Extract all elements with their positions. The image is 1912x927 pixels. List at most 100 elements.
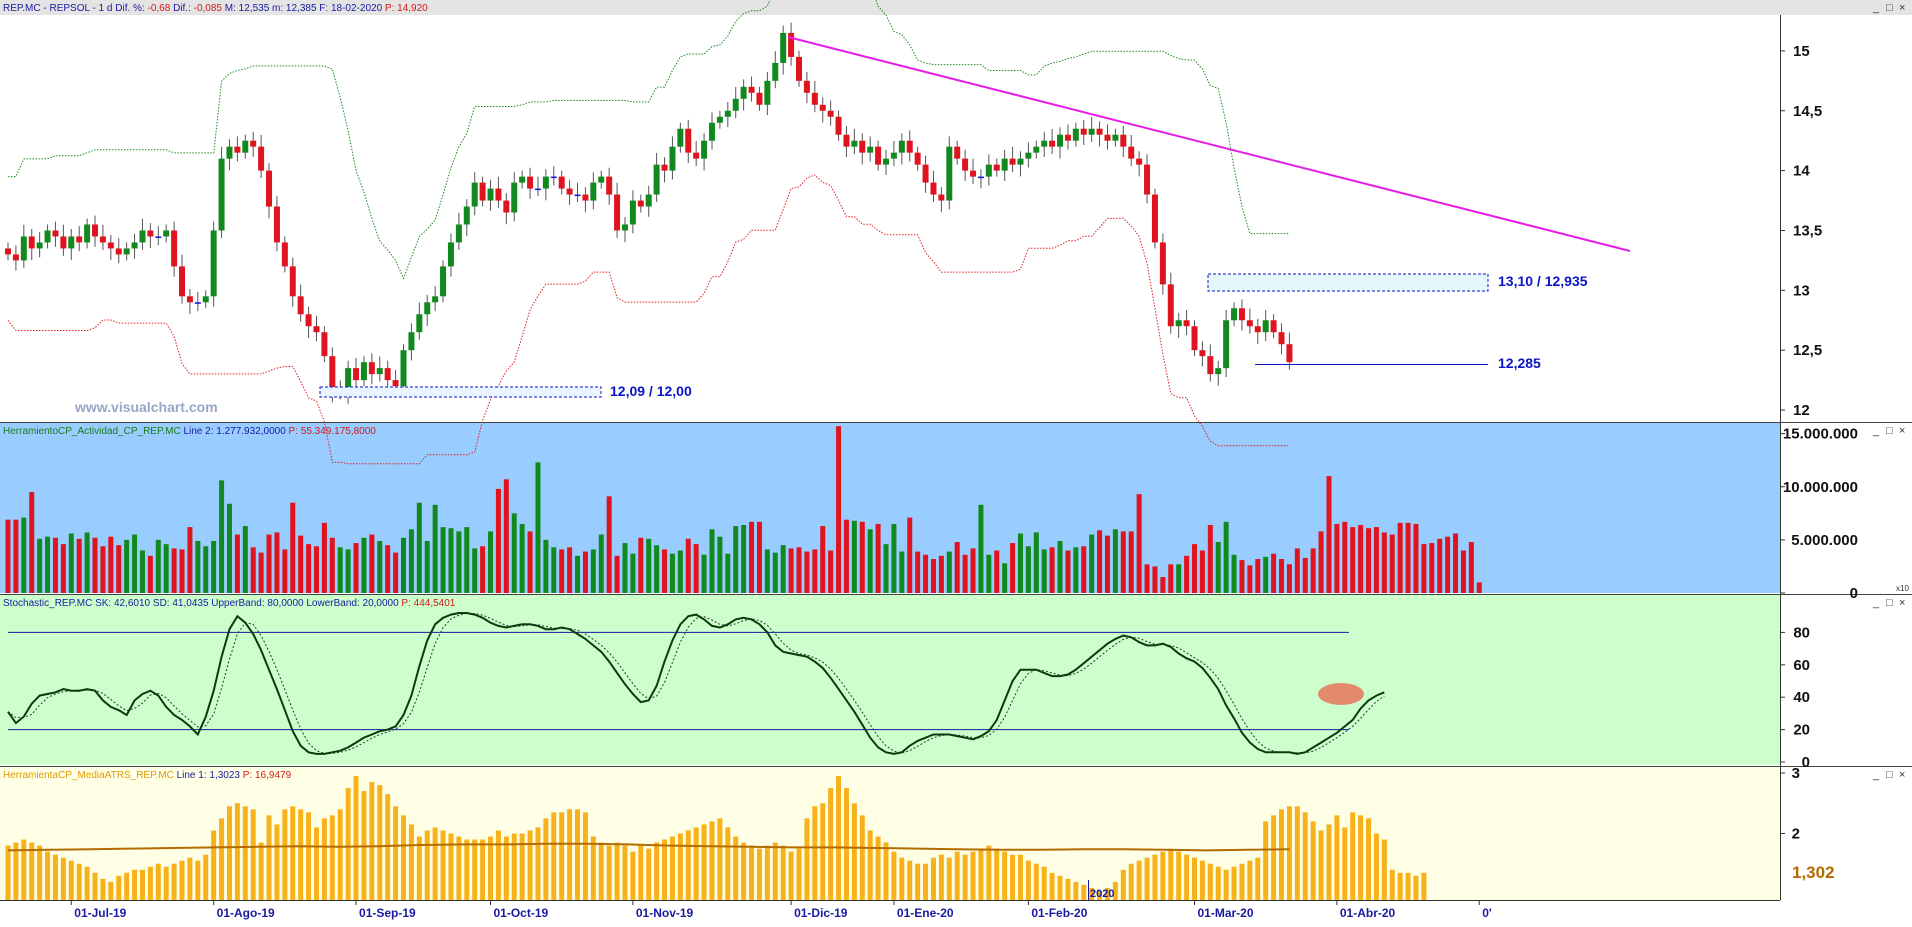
maximize-icon[interactable]: □ — [1886, 2, 1893, 14]
close-icon[interactable]: × — [1899, 425, 1905, 437]
candle-body — [883, 158, 890, 165]
candle-body — [574, 194, 581, 197]
close-icon[interactable]: × — [1899, 2, 1905, 14]
volume-bar — [543, 539, 549, 593]
volume-bar — [1279, 559, 1285, 593]
atr-chart — [5, 776, 1427, 900]
candle — [637, 194, 644, 213]
volume-bar — [511, 513, 517, 593]
volume-bar — [171, 548, 177, 593]
candle-body — [930, 182, 937, 195]
x-tick-label: 01-Abr-20 — [1340, 906, 1396, 920]
header-field: P: 14,920 — [382, 3, 428, 14]
volume-bar — [1073, 547, 1079, 593]
candle — [851, 128, 858, 155]
volume-bar — [1104, 535, 1110, 593]
volume-scale-note: x10 — [1896, 584, 1909, 593]
candle-body — [1238, 308, 1245, 321]
candle — [883, 149, 890, 175]
atr-bar — [630, 851, 636, 900]
volume-bar — [796, 547, 802, 593]
candle-body — [582, 194, 589, 201]
header-field: P: 55.349.175,8000 — [286, 426, 377, 437]
minimize-icon[interactable]: _ — [1872, 2, 1880, 14]
maximize-icon[interactable]: □ — [1886, 769, 1893, 781]
atr-bar — [1279, 809, 1285, 900]
candle-body — [266, 170, 273, 207]
candle — [772, 51, 779, 89]
candle — [661, 157, 668, 183]
volume-bar — [836, 426, 842, 593]
atr-bar — [582, 812, 588, 900]
candle — [368, 353, 375, 385]
candle-body — [685, 128, 692, 153]
candle — [131, 233, 138, 259]
atr-bar — [242, 806, 248, 900]
candle-body — [1128, 146, 1135, 159]
candle-body — [487, 188, 494, 201]
candle-body — [12, 254, 19, 261]
volume-bar — [100, 546, 106, 593]
atr-bar — [1405, 872, 1411, 900]
candle — [68, 229, 75, 261]
atr-bar — [780, 845, 786, 900]
minimize-icon[interactable]: _ — [1872, 769, 1880, 781]
atr-bar — [1358, 815, 1364, 900]
atr-bar — [511, 833, 517, 900]
candle-body — [843, 134, 850, 147]
support-zone[interactable] — [319, 386, 602, 398]
candle-body — [313, 326, 320, 333]
header-field: m: 12,385 — [269, 3, 317, 14]
atr-bar — [1097, 890, 1103, 900]
atr-bar — [488, 836, 494, 900]
minimize-icon[interactable]: _ — [1872, 425, 1880, 437]
trendline[interactable] — [787, 36, 1631, 252]
candle — [424, 294, 431, 326]
candle — [234, 136, 241, 162]
atr-bar — [52, 854, 58, 900]
candle — [163, 224, 170, 243]
atr-bar — [92, 872, 98, 900]
header-field: P: 444,5401 — [399, 598, 456, 609]
close-icon[interactable]: × — [1899, 597, 1905, 609]
candle-body — [163, 230, 170, 237]
candle-body — [803, 80, 810, 93]
atr-bar — [1176, 851, 1182, 900]
candle-body — [716, 116, 723, 123]
candle — [139, 218, 146, 250]
candle — [519, 170, 526, 189]
volume-bar — [234, 534, 240, 593]
close-icon[interactable]: × — [1899, 769, 1905, 781]
atr-bar — [21, 839, 27, 900]
candle-body — [519, 176, 526, 183]
candle-body — [503, 200, 510, 213]
candle-body — [614, 194, 621, 231]
volume-bar — [820, 526, 826, 593]
support-zone-label: 12,09 / 12,00 — [610, 383, 692, 399]
volume-bar — [883, 544, 889, 593]
volume-bar — [1152, 566, 1158, 593]
header-field: REP.MC - REPSOL - 1 d — [3, 3, 112, 14]
candle-body — [368, 362, 375, 375]
resistance-zone[interactable] — [1207, 273, 1489, 292]
candle — [1254, 318, 1261, 344]
candle — [107, 235, 114, 261]
year-marker: 2020 — [1090, 888, 1114, 900]
candle-body — [250, 140, 257, 147]
maximize-icon[interactable]: □ — [1886, 597, 1893, 609]
atr-bar — [899, 857, 905, 900]
atr-bar — [733, 836, 739, 900]
candle — [313, 315, 320, 342]
candle — [202, 290, 209, 309]
maximize-icon[interactable]: □ — [1886, 425, 1893, 437]
candle-body — [1151, 194, 1158, 243]
candle-body — [732, 98, 739, 111]
candle-body — [637, 200, 644, 207]
y-tick-label: 13,5 — [1793, 222, 1822, 239]
candle-body — [242, 140, 249, 153]
atr-bar — [1223, 869, 1229, 900]
volume-bar — [393, 552, 399, 593]
minimize-icon[interactable]: _ — [1872, 597, 1880, 609]
resistance-zone-label: 13,10 / 12,935 — [1498, 273, 1588, 289]
volume-bar — [1381, 532, 1387, 593]
